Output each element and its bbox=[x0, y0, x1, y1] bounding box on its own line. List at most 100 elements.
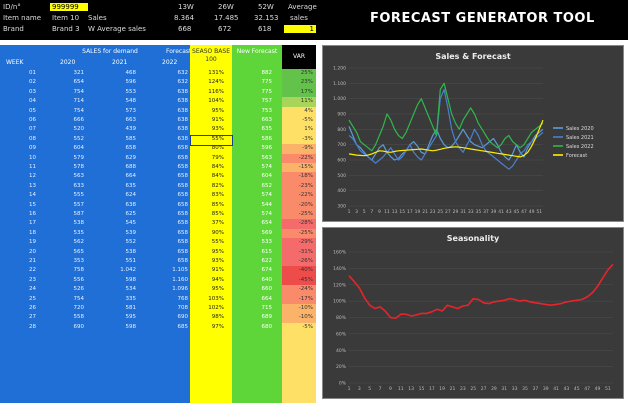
x-tick-label: 21 bbox=[422, 209, 428, 215]
series-line bbox=[348, 82, 544, 152]
seasonality-column: 131% 124% 116% 104% 95% 91% 93% 55% 80% 79% 84% 84%… bbox=[190, 69, 232, 403]
sales-cell: 335 bbox=[125, 295, 137, 302]
x-tick-label: 49 bbox=[595, 386, 601, 392]
new-forecast-cell: 775 bbox=[261, 79, 273, 86]
sales-cell: 658 bbox=[177, 220, 189, 227]
new-forecast-cell: 715 bbox=[261, 305, 273, 311]
legend-entry: Forecast bbox=[566, 153, 587, 159]
x-tick-label: 29 bbox=[491, 386, 497, 392]
sales-cell: 658 bbox=[177, 192, 189, 199]
var-cell: 25% bbox=[282, 69, 316, 79]
x-tick-label: 47 bbox=[521, 209, 527, 215]
week-cell: 20 bbox=[29, 248, 36, 255]
brand-value: Brand 3 bbox=[52, 25, 80, 33]
col-header-average: Average bbox=[288, 3, 317, 11]
sales-cell: 629 bbox=[125, 154, 137, 161]
var-cell: -20% bbox=[282, 200, 316, 210]
selected-cell[interactable] bbox=[190, 135, 233, 146]
sales-cell: 578 bbox=[73, 164, 85, 170]
sales-cell: 548 bbox=[125, 98, 137, 105]
x-tick-label: 25 bbox=[470, 386, 476, 392]
series-line bbox=[348, 263, 614, 320]
y-tick-label: 20% bbox=[336, 364, 347, 370]
sales-cell: 658 bbox=[177, 211, 189, 217]
sales-forecast-chart[interactable]: Sales & Forecast 1.200 1.100 1.000 900 800 70… bbox=[322, 45, 624, 222]
seasonality-cell: 80% bbox=[211, 145, 224, 152]
sales-data-block: 01 321 468 632 02 654 596 632 03 754 553 638 04 714 54… bbox=[0, 69, 190, 403]
week-cell: 14 bbox=[29, 192, 36, 199]
seasonality-cell: 55% bbox=[211, 239, 224, 246]
x-tick-label: 23 bbox=[460, 386, 466, 392]
week-cell: 01 bbox=[29, 70, 36, 76]
x-tick-label: 43 bbox=[564, 386, 570, 392]
week-cell: 19 bbox=[29, 239, 36, 246]
seasonality-cell: 85% bbox=[211, 211, 224, 217]
x-tick-label: 9 bbox=[378, 209, 381, 215]
item-id-input[interactable]: 999999 bbox=[50, 3, 88, 11]
legend-entry: Sales 2022 bbox=[566, 144, 594, 150]
sales-cell: 604 bbox=[73, 145, 85, 152]
new-forecast-cell: 569 bbox=[261, 229, 273, 236]
var-cell: -15% bbox=[282, 163, 316, 173]
sales-cell: 690 bbox=[73, 323, 85, 330]
seasonality-cell: 104% bbox=[208, 98, 224, 105]
y-tick-label: 0% bbox=[339, 381, 347, 387]
seasonality-cell: 94% bbox=[211, 276, 224, 283]
week-cell: 12 bbox=[29, 173, 36, 180]
var-cell: -22% bbox=[282, 191, 316, 201]
x-tick-label: 33 bbox=[468, 209, 474, 215]
wavg-52w: 618 bbox=[258, 25, 272, 33]
x-tick-label: 31 bbox=[501, 386, 507, 392]
x-tick-label: 35 bbox=[475, 209, 481, 215]
new-forecast-cell: 604 bbox=[261, 173, 273, 180]
sales-cell: 685 bbox=[177, 323, 189, 330]
var-cell: -9% bbox=[282, 144, 316, 154]
sales-cell: 581 bbox=[125, 305, 137, 311]
week-cell: 21 bbox=[29, 258, 36, 264]
sales-cell: 439 bbox=[125, 126, 137, 133]
sales-cell: 714 bbox=[73, 98, 85, 105]
page-title: FORECAST GENERATOR TOOL bbox=[370, 11, 595, 26]
item-name-value: Item 10 bbox=[52, 14, 80, 22]
var-header-label: VAR bbox=[293, 53, 305, 60]
sales-cell: 638 bbox=[125, 201, 137, 208]
x-tick-label: 43 bbox=[506, 209, 512, 215]
x-tick-label: 5 bbox=[368, 386, 371, 392]
sales-cell: 573 bbox=[125, 107, 137, 114]
sales-cell: 1.042 bbox=[120, 267, 136, 274]
week-cell: 08 bbox=[29, 135, 36, 142]
sales-cell: 565 bbox=[73, 248, 85, 255]
seasonality-cell: 95% bbox=[211, 286, 224, 293]
new-forecast-cell: 775 bbox=[261, 88, 273, 95]
sales-cell: 654 bbox=[73, 79, 85, 86]
var-cell: 11% bbox=[282, 97, 316, 107]
sales-cell: 768 bbox=[177, 295, 189, 302]
sales-cell: 579 bbox=[73, 154, 85, 161]
sales-cell: 663 bbox=[125, 117, 137, 123]
seasonality-cell: 37% bbox=[211, 220, 224, 227]
seasonality-cell: 93% bbox=[211, 126, 224, 133]
x-tick-label: 7 bbox=[370, 209, 373, 215]
x-tick-label: 5 bbox=[363, 209, 366, 215]
sales-cell: 632 bbox=[177, 79, 189, 86]
sales-cell: 598 bbox=[125, 276, 137, 283]
seasonality-cell: 102% bbox=[208, 305, 224, 311]
week-cell: 16 bbox=[29, 211, 36, 217]
var-cell: 17% bbox=[282, 87, 316, 98]
sales-cell: 638 bbox=[177, 107, 189, 114]
var-cell: 23% bbox=[282, 78, 316, 88]
var-cell: 1% bbox=[282, 125, 316, 135]
new-forecast-cell: 654 bbox=[261, 220, 273, 227]
sales-forecast-chart-title: Sales & Forecast bbox=[435, 52, 511, 61]
x-tick-label: 35 bbox=[522, 386, 528, 392]
var-cell: -18% bbox=[282, 172, 316, 182]
sales-cell: 1.096 bbox=[172, 286, 188, 293]
sales-cell: 468 bbox=[125, 70, 137, 76]
new-forecast-cell: 635 bbox=[261, 126, 273, 133]
seasonality-header: SEASO BASE 100 bbox=[190, 45, 232, 69]
y-tick-label: 60% bbox=[336, 331, 347, 337]
sales-cell: 658 bbox=[177, 164, 189, 170]
seasonality-chart[interactable]: Seasonality 160% 140% 120% 100% 80% 60% 40% 20%… bbox=[322, 227, 624, 399]
wavg-selector-input[interactable]: 1 bbox=[284, 25, 316, 33]
